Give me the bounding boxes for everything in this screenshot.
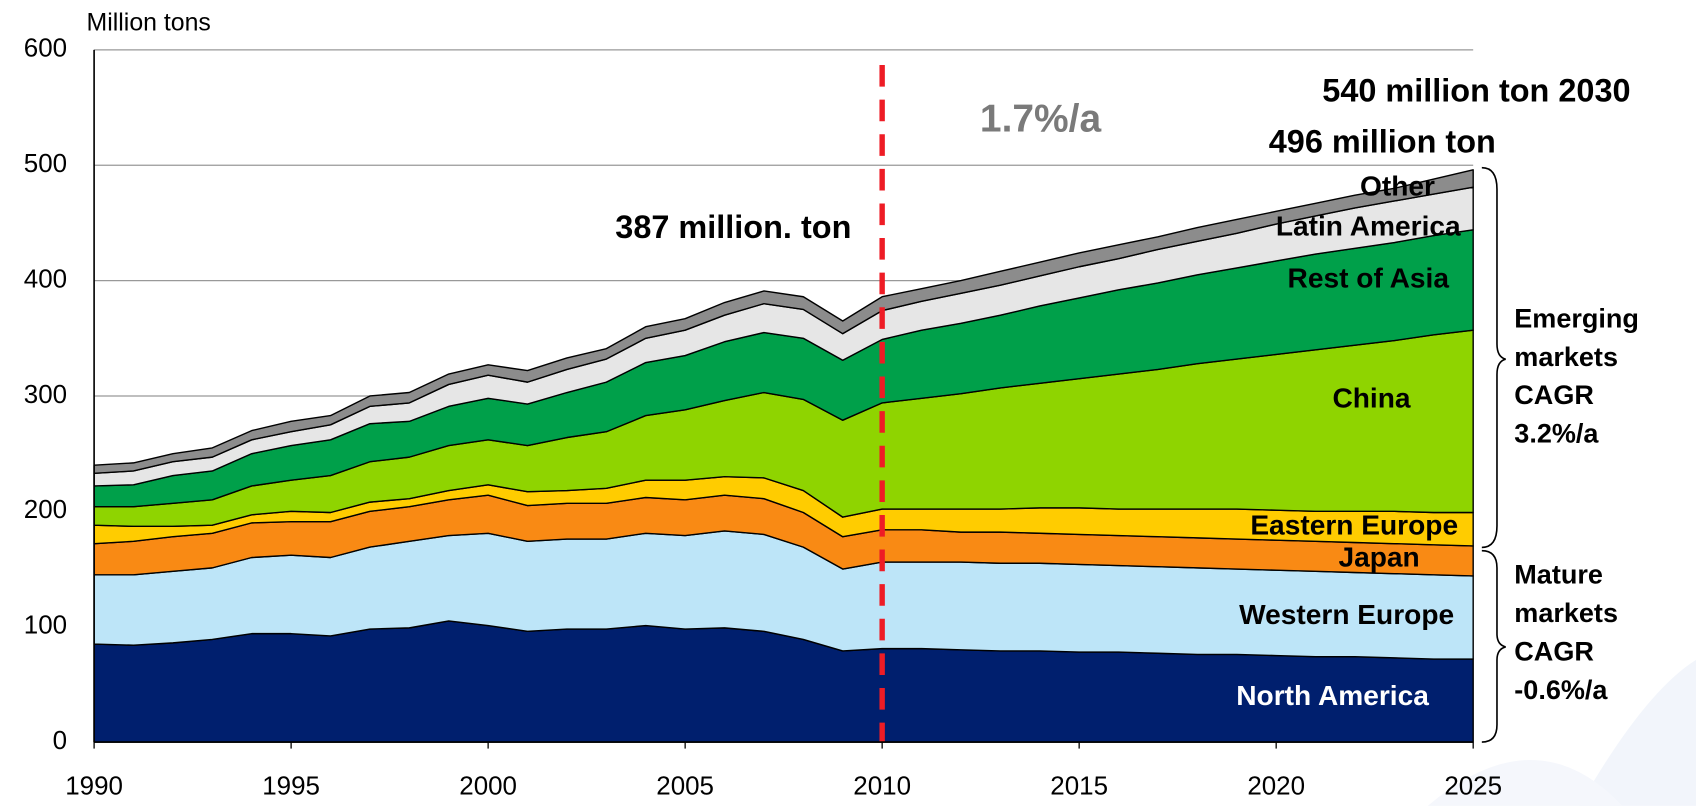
x-tick-label: 1995 <box>262 772 320 800</box>
background-arc <box>1427 759 1623 806</box>
y-tick-label: 100 <box>24 612 67 640</box>
bracket-label: CAGR <box>1514 637 1594 667</box>
x-tick-label: 2020 <box>1247 772 1305 800</box>
bracket-label: 3.2%/a <box>1514 419 1599 449</box>
y-tick-label: 500 <box>24 150 67 178</box>
series-label: Western Europe <box>1239 599 1454 630</box>
series-label: Japan <box>1338 542 1419 573</box>
bracket-label: Emerging <box>1514 303 1639 333</box>
x-tick-label: 2015 <box>1050 772 1108 800</box>
area <box>93 169 1474 474</box>
y-tick-label: 200 <box>24 496 67 524</box>
series-label: Other <box>1360 171 1435 202</box>
bracket-label: markets <box>1514 342 1618 372</box>
bracket <box>1481 549 1506 743</box>
series-label: Eastern Europe <box>1250 509 1458 540</box>
background-arc <box>1579 659 1696 806</box>
bracket-label: CAGR <box>1514 380 1594 410</box>
x-tick-label: 2005 <box>656 772 714 800</box>
annotation: 540 million ton 2030 <box>1322 73 1630 109</box>
bracket-label: -0.6%/a <box>1514 675 1608 705</box>
series-label: China <box>1332 383 1410 414</box>
x-tick-label: 1990 <box>65 772 123 800</box>
y-tick-label: 300 <box>24 381 67 409</box>
y-axis-label: Million tons <box>87 8 211 36</box>
bracket <box>1481 166 1506 549</box>
x-tick-label: 2000 <box>459 772 517 800</box>
series-label: North America <box>1236 680 1429 711</box>
y-tick-label: 600 <box>24 35 67 63</box>
x-tick-label: 2025 <box>1444 772 1502 800</box>
annotation: 1.7%/a <box>980 98 1102 141</box>
annotation: 387 million. ton <box>615 209 851 245</box>
bracket-label: markets <box>1514 598 1618 628</box>
y-tick-label: 400 <box>24 265 67 293</box>
areas <box>93 169 1474 743</box>
annotation: 496 million ton <box>1269 124 1496 160</box>
x-tick-label: 2010 <box>853 772 911 800</box>
bracket-label: Mature <box>1514 560 1603 590</box>
series-label: Latin America <box>1276 211 1461 242</box>
series-label: Rest of Asia <box>1288 263 1450 294</box>
overlay: North America Western Europe JapanEastern … <box>93 49 1474 743</box>
y-tick-label: 0 <box>53 727 67 755</box>
